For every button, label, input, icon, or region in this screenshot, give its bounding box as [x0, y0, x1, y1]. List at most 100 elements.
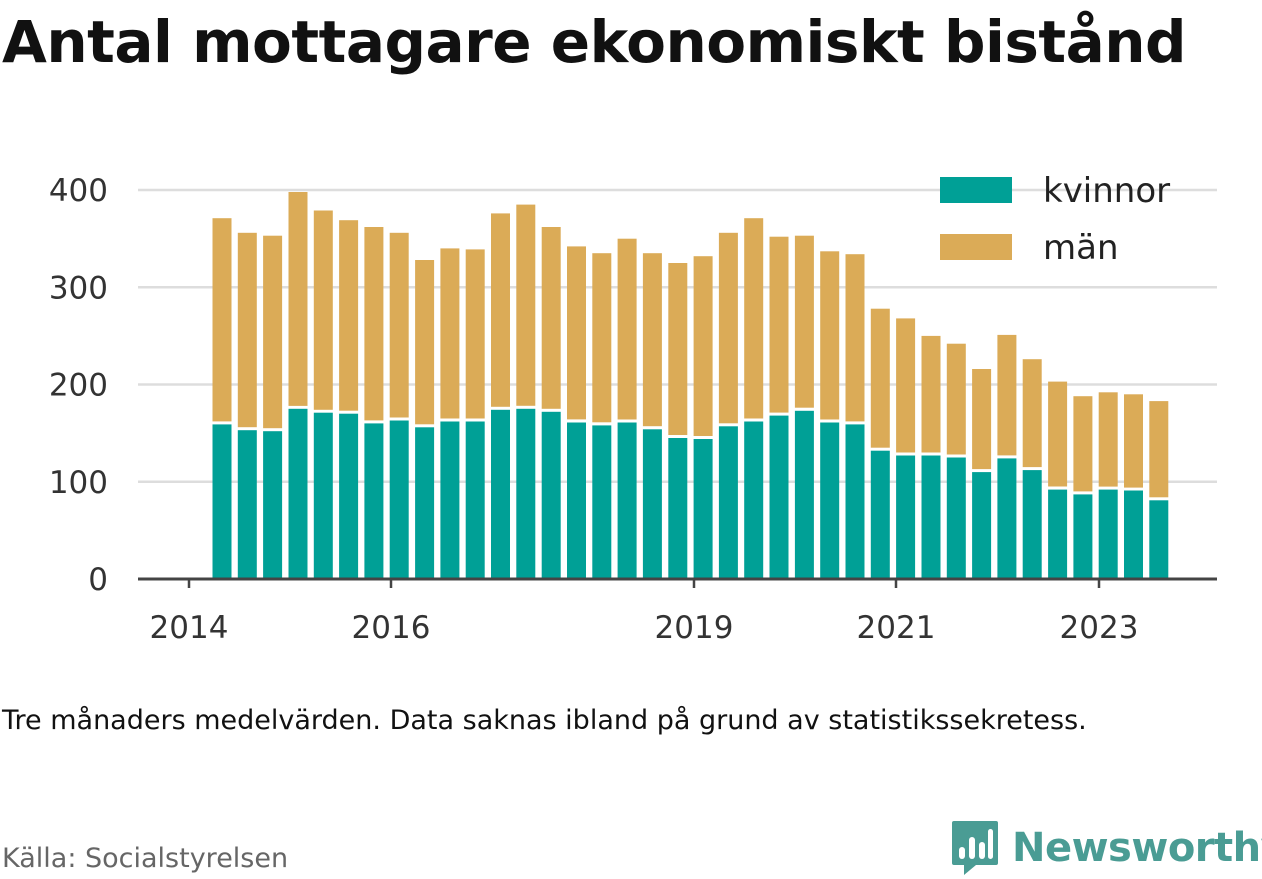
y-tick-label: 0: [88, 562, 108, 598]
bar-kvinnor: [896, 455, 916, 579]
y-tick-label: 200: [49, 368, 108, 404]
bar-man: [440, 248, 460, 419]
bar-kvinnor: [567, 422, 586, 579]
bar-man: [237, 232, 257, 428]
bar-kvinnor: [1048, 489, 1068, 579]
bar-man: [820, 251, 840, 420]
bar-kvinnor: [313, 412, 333, 579]
bar-kvinnor: [364, 423, 384, 579]
x-tick-label: 2021: [857, 610, 936, 646]
bar-man: [1098, 392, 1118, 487]
bar-man: [1022, 359, 1042, 468]
bar-kvinnor: [820, 422, 840, 579]
bar-kvinnor: [1022, 470, 1042, 579]
bar-kvinnor: [972, 472, 992, 579]
bar-kvinnor: [1149, 500, 1169, 579]
bar-kvinnor: [288, 408, 308, 579]
bar-kvinnor: [870, 450, 890, 579]
bar-kvinnor: [1098, 489, 1118, 579]
bar-man: [541, 227, 561, 409]
newsworthy-brand[interactable]: Newsworthy: [950, 818, 1262, 878]
bar-kvinnor: [794, 410, 814, 579]
stacked-bar-chart: 0 100 200 300 400 2014 2016 2019 2021 2023 kvinno…: [49, 171, 1217, 646]
bar-man: [516, 204, 536, 406]
bar-man: [870, 308, 890, 448]
bar-kvinnor: [440, 421, 460, 579]
bar-man: [642, 253, 662, 427]
bar-man: [491, 213, 510, 407]
bar-man: [212, 218, 232, 422]
bar-chart-logo-icon: [952, 821, 998, 875]
bar-man: [1048, 381, 1068, 487]
bar-man: [567, 246, 586, 420]
bar-kvinnor: [389, 420, 409, 579]
bar-man: [896, 318, 916, 453]
legend-swatch-man: [940, 234, 1012, 260]
x-tick-label: 2019: [655, 610, 734, 646]
bar-kvinnor: [769, 415, 789, 579]
bar-kvinnor: [921, 455, 941, 579]
axes: 0 100 200 300 400 2014 2016 2019 2021 2023: [49, 173, 1217, 646]
bar-man: [1149, 401, 1169, 498]
chart-title: Antal mottagare ekonomiskt bistånd: [2, 8, 1187, 76]
bar-kvinnor: [693, 439, 713, 579]
bar-kvinnor: [744, 421, 764, 579]
bar-kvinnor: [237, 430, 257, 579]
source-label: Källa: Socialstyrelsen: [2, 843, 289, 874]
x-tick-label: 2016: [352, 610, 431, 646]
bar-kvinnor: [617, 422, 637, 579]
brand-name: Newsworthy: [1012, 825, 1262, 871]
bar-kvinnor: [1073, 494, 1093, 579]
bar-man: [718, 232, 738, 424]
bar-man: [1073, 396, 1093, 492]
bar-man: [313, 210, 333, 410]
bar-kvinnor: [263, 431, 283, 579]
bar-man: [668, 263, 688, 435]
bar-man: [997, 334, 1017, 456]
bar-man: [415, 260, 435, 425]
bar-man: [769, 236, 789, 413]
bars: [212, 192, 1169, 579]
bar-man: [339, 220, 359, 411]
bar-man: [972, 369, 992, 470]
legend: kvinnor män: [940, 171, 1170, 268]
bar-kvinnor: [541, 411, 561, 579]
bar-kvinnor: [339, 413, 359, 579]
y-tick-label: 300: [49, 270, 108, 306]
y-tick-label: 100: [49, 465, 108, 501]
bar-kvinnor: [845, 424, 865, 579]
bar-kvinnor: [592, 425, 612, 579]
y-tick-label: 400: [49, 173, 108, 209]
bar-kvinnor: [1124, 490, 1143, 579]
legend-label-man: män: [1043, 228, 1119, 268]
bar-kvinnor: [516, 408, 536, 579]
legend-swatch-kvinnor: [940, 177, 1012, 203]
bar-man: [364, 227, 384, 421]
bar-kvinnor: [997, 458, 1017, 579]
bar-man: [389, 232, 409, 418]
x-tick-label: 2014: [150, 610, 229, 646]
legend-label-kvinnor: kvinnor: [1043, 171, 1170, 211]
bar-kvinnor: [491, 409, 510, 579]
bar-man: [1124, 394, 1143, 488]
bar-man: [617, 238, 637, 420]
bar-kvinnor: [642, 429, 662, 579]
bar-man: [288, 192, 308, 406]
bar-man: [693, 256, 713, 436]
bar-kvinnor: [212, 424, 232, 579]
bar-man: [845, 254, 865, 422]
bar-man: [794, 235, 814, 408]
bar-kvinnor: [415, 427, 435, 579]
bar-kvinnor: [946, 457, 966, 579]
bar-man: [592, 253, 612, 423]
bar-man: [744, 218, 764, 419]
bar-man: [263, 235, 283, 429]
bar-man: [921, 335, 941, 453]
chart-note: Tre månaders medelvärden. Data saknas ib…: [2, 705, 1087, 736]
bar-man: [465, 249, 485, 419]
bar-kvinnor: [668, 438, 688, 579]
x-tick-label: 2023: [1060, 610, 1139, 646]
bar-man: [946, 343, 966, 455]
bar-kvinnor: [465, 421, 485, 579]
bar-kvinnor: [718, 426, 738, 579]
